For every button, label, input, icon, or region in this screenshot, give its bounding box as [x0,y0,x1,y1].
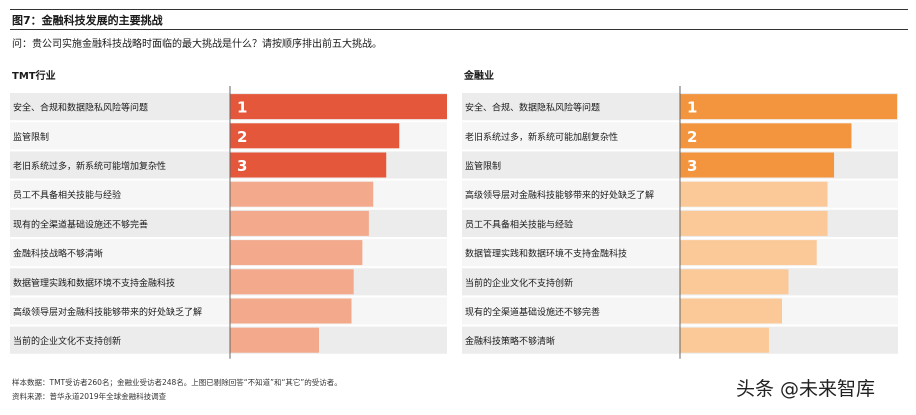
tmt-bar [230,240,363,266]
survey-question: 问：贵公司实施金融科技战略时面临的最大挑战是什么？请按顺序排出前五大挑战。 [12,39,382,50]
tmt-category-label: 员工不具备相关技能与经验 [13,189,121,201]
finance-bar [680,269,789,295]
tmt-category-label: 高级领导层对金融科技能够带来的好处缺乏了解 [13,306,202,318]
tmt-bar [230,298,352,324]
tmt-category-label: 现有的全渠道基础设施还不够完善 [13,218,148,230]
figure-title: 图7：金融科技发展的主要挑战 [12,14,163,27]
finance-category-label: 安全、合规、数据隐私风险等问题 [465,102,600,114]
tmt-bar [230,327,319,353]
tmt-row-bg [10,180,447,208]
tmt-bar [230,152,387,178]
finance-bar [680,327,769,353]
finance-category-label: 数据管理实践和数据环境不支持金融科技 [465,248,627,260]
tmt-bar [230,94,447,120]
finance-bar [680,94,897,120]
finance-category-label: 监管限制 [465,160,501,172]
tmt-rank-label: 3 [237,157,247,175]
finance-rank-label: 2 [687,128,697,146]
tmt-row-bg [10,326,447,354]
finance-bar [680,152,835,178]
tmt-category-label: 数据管理实践和数据环境不支持金融科技 [13,277,175,289]
finance-category-label: 员工不具备相关技能与经验 [465,218,573,230]
watermark: 头条 @未来智库 [736,378,876,400]
finance-category-label: 老旧系统过多，新系统可能加剧复杂性 [465,131,618,143]
tmt-bar [230,181,374,207]
finance-category-label: 金融科技策略不够清晰 [465,335,555,347]
finance-bar [680,298,782,324]
finance-bar [680,181,828,207]
tmt-category-label: 监管限制 [13,131,49,143]
tmt-category-label: 老旧系统过多，新系统可能增加复杂性 [13,160,166,172]
tmt-category-label: 金融科技战略不够清晰 [13,248,103,260]
finance-bar [680,123,852,149]
sample-note: 样本数据：TMT受访者260名；金融业受访者248名。上图已剔除回答“不知道”和… [12,378,342,387]
finance-bar [680,240,817,266]
finance-category-label: 现有的全渠道基础设施还不够完善 [465,306,600,318]
tmt-row-bg [10,268,447,296]
finance-category-label: 高级领导层对金融科技能够带来的好处缺乏了解 [465,189,654,201]
tmt-bar [230,210,369,236]
tmt-row-bg [10,209,447,237]
source-note: 资料来源：普华永道2019年全球金融科技调查 [12,392,167,401]
finance-rank-label: 1 [687,99,697,117]
finance-panel-title: 金融业 [464,71,494,82]
tmt-rank-label: 2 [237,128,247,146]
tmt-category-label: 安全、合规和数据隐私风险等问题 [13,102,148,114]
tmt-panel-title: TMT行业 [12,71,56,82]
top-rule [10,9,908,10]
tmt-row-bg [10,239,447,267]
finance-rank-label: 3 [687,157,697,175]
title-underline [10,29,908,30]
finance-category-label: 当前的企业文化不支持创新 [465,277,573,289]
finance-bar [680,210,828,236]
tmt-rank-label: 1 [237,99,247,117]
tmt-category-label: 当前的企业文化不支持创新 [13,335,121,347]
tmt-row-bg [10,297,447,325]
tmt-bar [230,123,400,149]
tmt-bar [230,269,354,295]
